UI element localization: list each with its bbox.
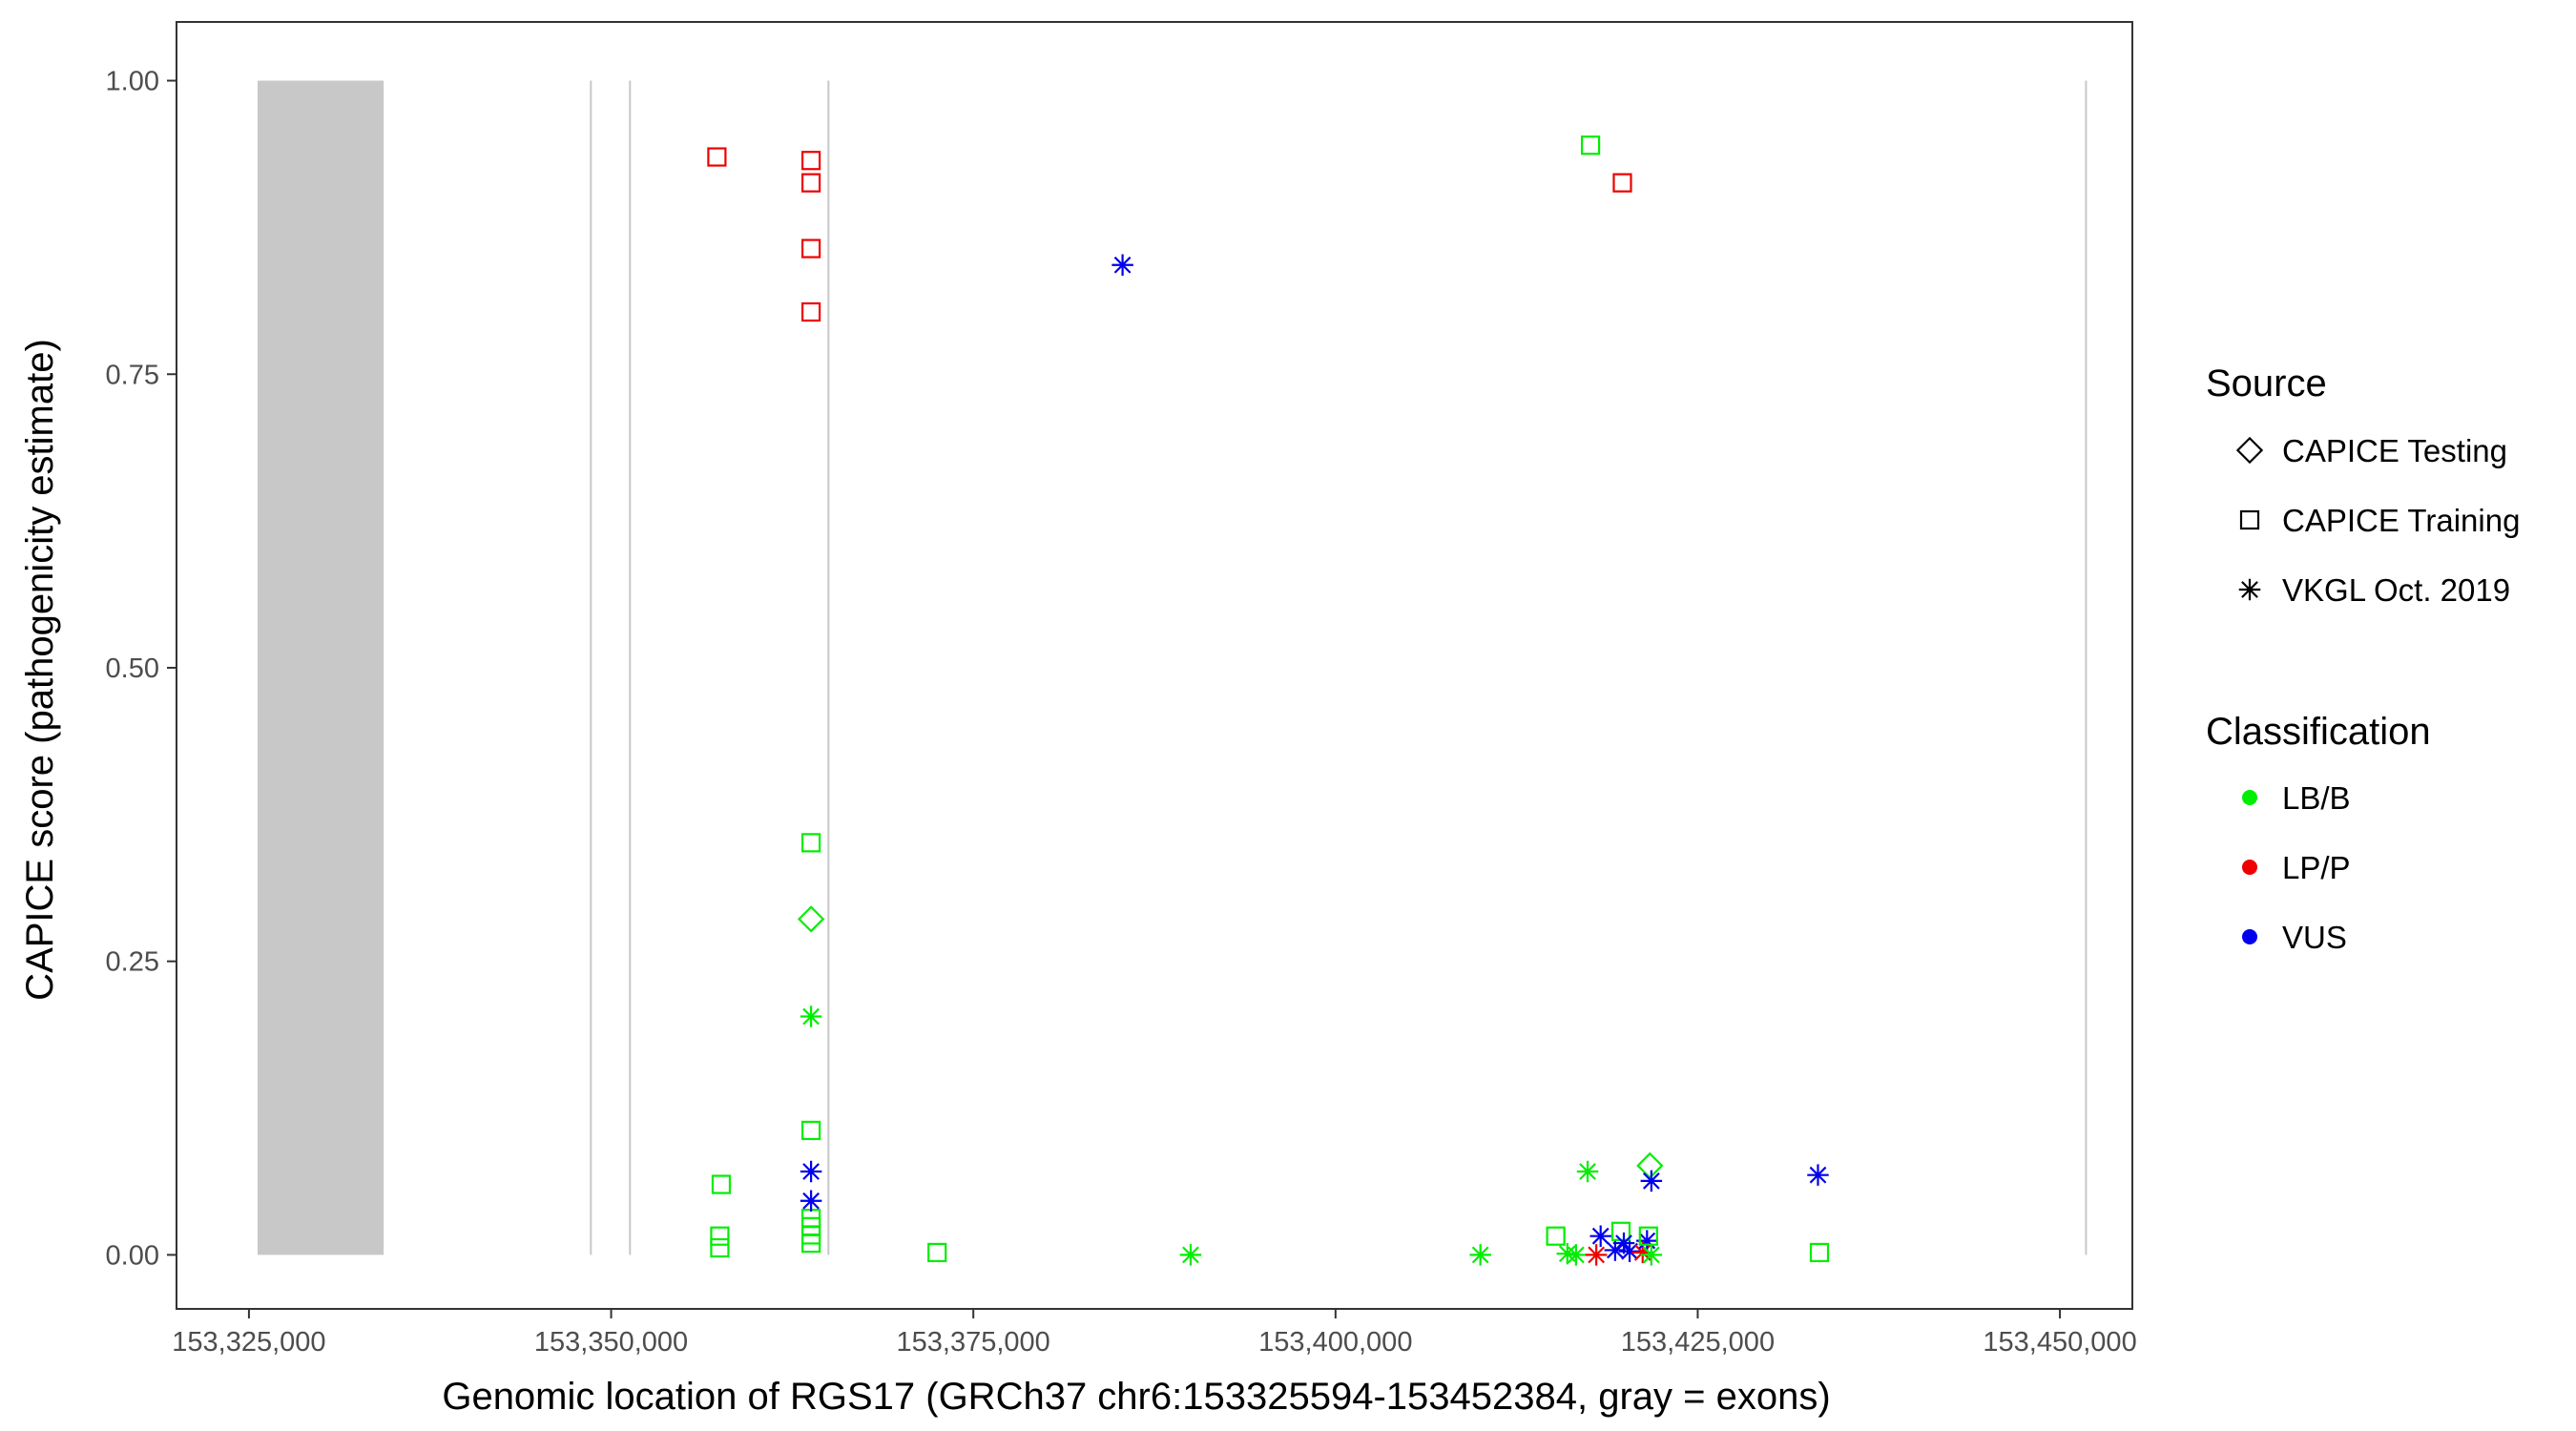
data-point xyxy=(1576,1160,1599,1183)
data-point xyxy=(1179,1244,1202,1266)
y-tick-label: 1.00 xyxy=(106,67,159,97)
exon-layer xyxy=(257,80,2088,1255)
data-point xyxy=(1612,1232,1635,1255)
data-point xyxy=(1640,1244,1663,1266)
data-point xyxy=(800,1160,822,1183)
data-point xyxy=(1640,1170,1663,1192)
points-layer xyxy=(707,135,1830,1266)
legend-classification-label: LB/B xyxy=(2282,780,2351,816)
legend-classification-label: LP/P xyxy=(2282,850,2351,885)
y-axis-title: CAPICE score (pathogenicity estimate) xyxy=(19,339,61,1001)
data-point xyxy=(801,1120,821,1141)
x-tick-label: 153,400,000 xyxy=(1258,1327,1412,1358)
data-point xyxy=(1604,1239,1627,1261)
x-tick-label: 153,425,000 xyxy=(1621,1327,1775,1358)
data-point xyxy=(711,1174,732,1194)
data-point xyxy=(1111,254,1133,277)
data-point xyxy=(801,1233,821,1254)
legend-classification-items: LB/B LP/P VUS xyxy=(2242,780,2351,955)
data-point xyxy=(800,1190,822,1213)
data-point xyxy=(927,1242,947,1263)
x-axis-title: Genomic location of RGS17 (GRCh37 chr6:1… xyxy=(442,1376,1830,1418)
data-point xyxy=(1585,1244,1608,1266)
x-tick-label: 153,450,000 xyxy=(1983,1327,2136,1358)
data-point xyxy=(801,301,821,322)
x-axis: 153,325,000 153,350,000 153,375,000 153,400… xyxy=(172,1309,2137,1358)
y-tick-label: 0.25 xyxy=(106,947,159,978)
data-point xyxy=(801,833,821,853)
data-point xyxy=(1612,173,1632,193)
legend-shape-diamond xyxy=(2235,436,2264,465)
x-tick-label: 153,375,000 xyxy=(897,1327,1050,1358)
legend: Source CAPICE Testing CAPICE Training VKGL… xyxy=(2206,363,2520,955)
legend-shape-square xyxy=(2239,509,2260,530)
data-point xyxy=(1631,1241,1653,1264)
data-point xyxy=(1807,1164,1829,1186)
data-point xyxy=(1636,1230,1658,1252)
data-point xyxy=(1556,1242,1579,1265)
data-point xyxy=(800,1006,822,1027)
x-tick-label: 153,325,000 xyxy=(172,1327,325,1358)
legend-source-label: CAPICE Training xyxy=(2282,503,2520,538)
legend-source-label: CAPICE Testing xyxy=(2282,433,2507,468)
x-tick-label: 153,350,000 xyxy=(534,1327,688,1358)
y-tick-label: 0.75 xyxy=(106,360,159,390)
data-point xyxy=(1469,1244,1491,1266)
legend-source-title: Source xyxy=(2206,363,2327,404)
y-tick-label: 0.50 xyxy=(106,653,159,684)
data-point xyxy=(801,173,821,193)
data-point xyxy=(1618,1240,1641,1262)
data-point xyxy=(1636,1151,1664,1179)
data-point xyxy=(1809,1242,1830,1263)
data-point xyxy=(1589,1225,1611,1247)
data-point xyxy=(1565,1244,1588,1266)
legend-source-label: VKGL Oct. 2019 xyxy=(2282,572,2510,608)
legend-source-items: CAPICE Testing CAPICE Training VKGL Oct. 2… xyxy=(2235,433,2520,608)
legend-color-dot xyxy=(2242,790,2257,805)
legend-shape-asterisk xyxy=(2238,578,2261,601)
data-point xyxy=(801,238,821,259)
plot-panel-border xyxy=(176,21,2133,1310)
y-axis: 0.00 0.25 0.50 0.75 1.00 xyxy=(106,67,177,1271)
legend-color-dot xyxy=(2242,929,2257,944)
exon-band xyxy=(257,80,384,1255)
data-point xyxy=(1546,1226,1566,1246)
data-point xyxy=(710,1237,730,1258)
data-point xyxy=(1638,1226,1658,1246)
data-point xyxy=(797,905,825,933)
legend-classification-title: Classification xyxy=(2206,711,2431,753)
data-point xyxy=(710,1226,730,1246)
legend-color-dot xyxy=(2242,860,2257,875)
data-point xyxy=(801,151,821,171)
data-point xyxy=(1580,135,1601,156)
y-tick-label: 0.00 xyxy=(106,1240,159,1271)
data-point xyxy=(707,147,727,167)
legend-classification-label: VUS xyxy=(2282,920,2347,955)
